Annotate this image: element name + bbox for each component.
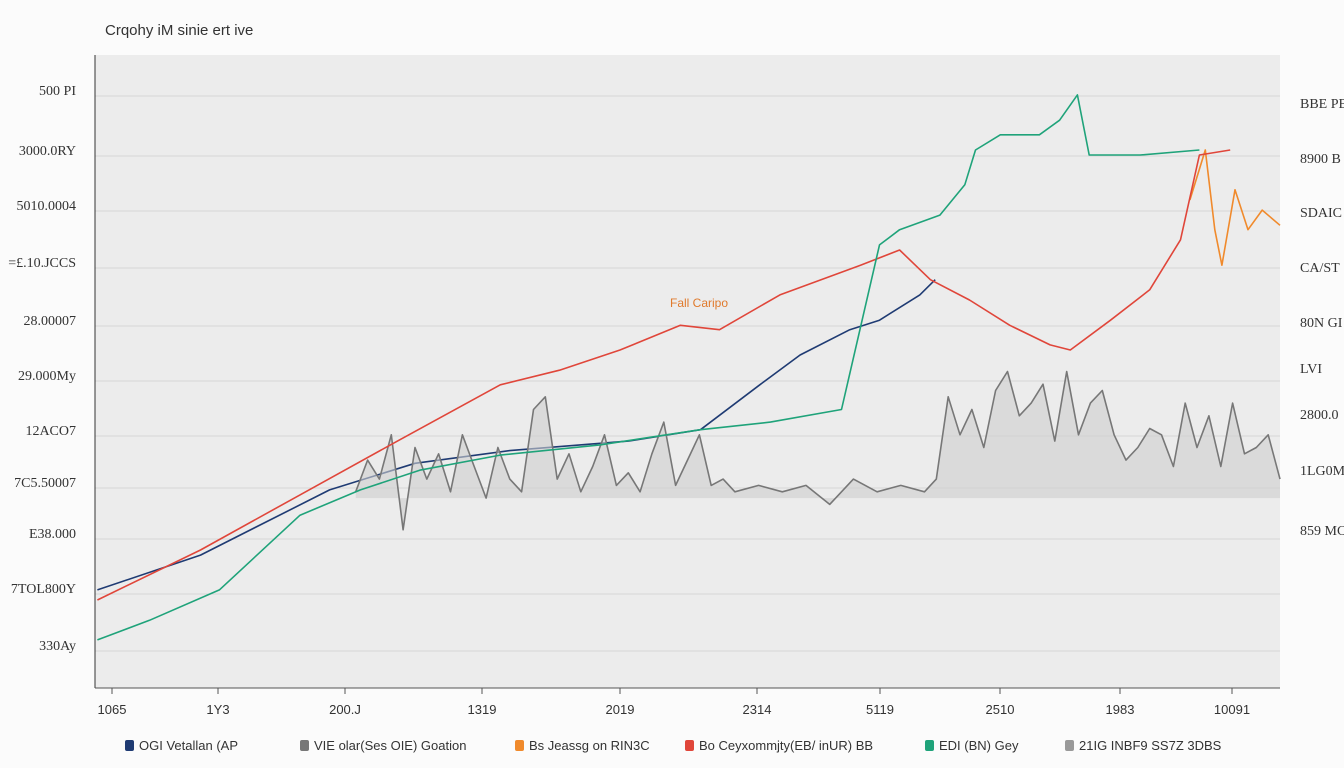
legend-item[interactable]: VIE olar(Ses OIE) Goation [300, 738, 466, 753]
y-tick-label-right: SDAIC [1300, 206, 1342, 221]
legend-label: Bs Jeassg on RIN3C [529, 738, 650, 753]
legend-label: EDI (BN) Gey [939, 738, 1019, 753]
series-line-1 [354, 370, 1281, 531]
y-tick-label-left: =£.10.JCCS [8, 256, 76, 271]
x-tick-label: 2510 [986, 702, 1015, 717]
x-tick-label: 2314 [743, 702, 772, 717]
chart-title: Crqohy iM sinie ert ive [105, 22, 253, 39]
y-tick-label-right: 859 MC [1300, 524, 1344, 539]
x-tick-label: 2019 [606, 702, 635, 717]
legend-item[interactable]: 21IG INBF9 SS7Z 3DBS [1065, 738, 1222, 753]
y-tick-label-left: 29.000My [18, 369, 76, 384]
series-line-4 [97, 94, 1200, 641]
x-tick-label: 1319 [468, 702, 497, 717]
legend-label: VIE olar(Ses OIE) Goation [314, 738, 466, 753]
legend-swatch [925, 740, 934, 751]
y-tick-label-right: 80N GI [1300, 316, 1343, 331]
y-tick-label-left: E38.000 [29, 527, 76, 542]
y-tick-label-left: 5010.0004 [17, 199, 77, 214]
y-tick-label-right: LVI [1300, 362, 1322, 377]
legend-item[interactable]: EDI (BN) Gey [925, 738, 1019, 753]
y-tick-label-left: 500 PI [39, 84, 76, 99]
y-tick-label-left: 12ACO7 [25, 424, 76, 439]
y-tick-label-right: 1LG0M [1300, 464, 1344, 479]
series-line-2 [1189, 149, 1281, 267]
legend-item[interactable]: Bs Jeassg on RIN3C [515, 738, 650, 753]
y-tick-label-right: 8900 B [1300, 152, 1341, 167]
x-tick-label: 10091 [1214, 702, 1250, 717]
legend-item[interactable]: Bo Ceyxommjty(EB/ inUR) BB [685, 738, 873, 753]
x-tick-label: 200.J [329, 702, 361, 717]
series-area [355, 371, 1280, 530]
x-tick-label: 5119 [866, 702, 894, 717]
y-tick-label-right: BBE PB [1300, 97, 1344, 112]
series-line-3 [97, 149, 1231, 601]
annotation: Fall Caripo [670, 296, 728, 310]
x-tick-label: 1Y3 [206, 702, 229, 717]
x-tick-label: 1983 [1106, 702, 1135, 717]
legend-swatch [515, 740, 524, 751]
legend-swatch [685, 740, 694, 751]
legend-label: OGI Vetallan (AP [139, 738, 238, 753]
y-tick-label-right: 2800.0 [1300, 408, 1339, 423]
y-tick-label-left: 3000.0RY [19, 144, 76, 159]
legend-label: 21IG INBF9 SS7Z 3DBS [1079, 738, 1222, 753]
y-tick-label-right: CA/ST [1300, 261, 1340, 276]
legend-swatch [125, 740, 134, 751]
legend-swatch [1065, 740, 1074, 751]
legend-label: Bo Ceyxommjty(EB/ inUR) BB [699, 738, 873, 753]
y-tick-label-left: 28.00007 [24, 314, 77, 329]
legend-item[interactable]: OGI Vetallan (AP [125, 738, 238, 753]
y-tick-label-left: 7TOL800Y [11, 582, 76, 597]
plot-area [95, 55, 1280, 688]
y-tick-label-left: 330Ay [39, 639, 76, 654]
legend-swatch [300, 740, 309, 751]
y-tick-label-left: 7C5.50007 [14, 476, 76, 491]
x-tick-label: 1065 [98, 702, 127, 717]
